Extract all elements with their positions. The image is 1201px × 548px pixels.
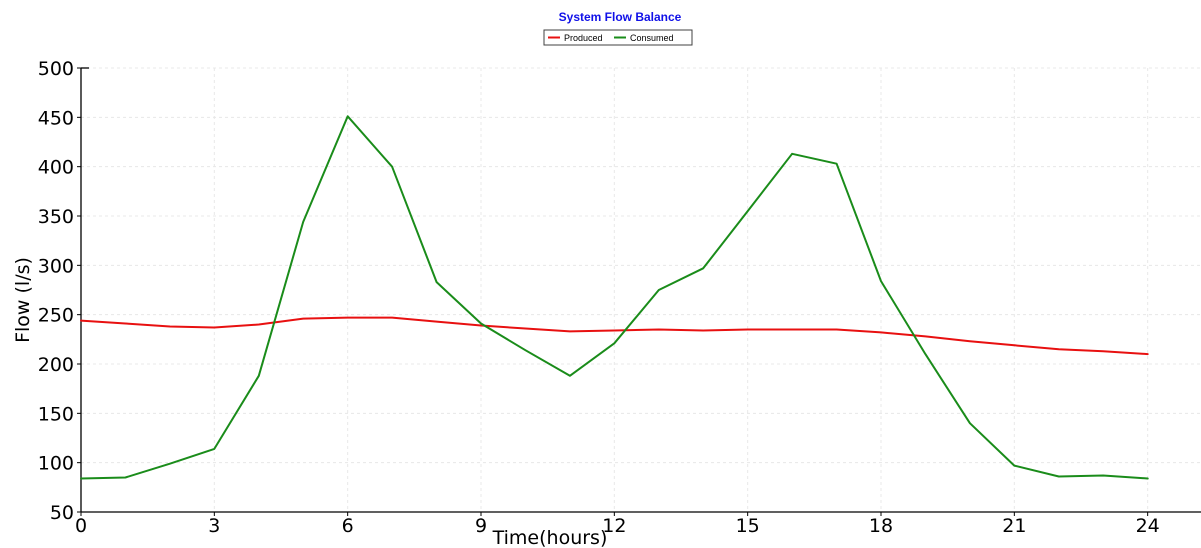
x-tick-label: 15 bbox=[736, 515, 760, 537]
y-tick-label: 50 bbox=[50, 502, 74, 524]
series-line-consumed bbox=[80, 115, 1149, 480]
x-tick-label: 3 bbox=[208, 515, 220, 537]
y-tick-label: 500 bbox=[38, 58, 74, 80]
y-tick-label: 100 bbox=[38, 453, 74, 475]
tick-labels: 0 3 6 9 12 15 18 21 24 50 100 150 200 250 300 350 400 450… bbox=[38, 58, 1160, 537]
x-axis-label: Time(hours) bbox=[492, 527, 608, 548]
y-tick-label: 450 bbox=[38, 107, 74, 129]
legend-label-consumed: Consumed bbox=[630, 33, 674, 43]
legend-label-produced: Produced bbox=[564, 33, 603, 43]
x-tick-label: 18 bbox=[869, 515, 893, 537]
y-axis-label: Flow (l/s) bbox=[12, 257, 34, 343]
y-tick-label: 250 bbox=[38, 305, 74, 327]
x-tick-label: 24 bbox=[1136, 515, 1160, 537]
series-line-produced bbox=[80, 316, 1149, 356]
y-tick-label: 200 bbox=[38, 354, 74, 376]
chart-title: System Flow Balance bbox=[559, 10, 682, 24]
x-tick-label: 21 bbox=[1002, 515, 1026, 537]
axes bbox=[77, 67, 1201, 516]
y-tick-label: 400 bbox=[38, 157, 74, 179]
legend: Produced Consumed bbox=[543, 29, 693, 46]
y-tick-label: 350 bbox=[38, 206, 74, 228]
x-tick-label: 6 bbox=[342, 515, 354, 537]
x-tick-label: 0 bbox=[75, 515, 87, 537]
grid bbox=[81, 67, 1201, 512]
x-tick-label: 12 bbox=[602, 515, 626, 537]
series bbox=[80, 115, 1149, 480]
y-tick-label: 150 bbox=[38, 403, 74, 425]
x-tick-label: 9 bbox=[475, 515, 487, 537]
y-tick-label: 300 bbox=[38, 255, 74, 277]
